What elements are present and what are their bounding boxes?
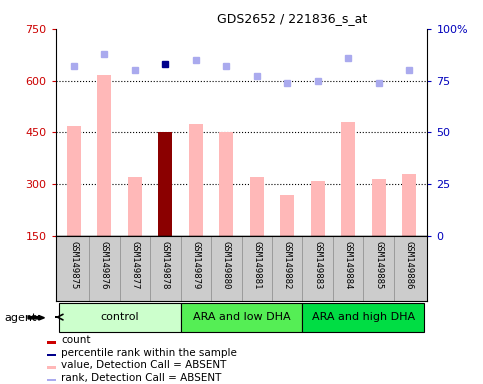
Text: GSM149882: GSM149882	[283, 242, 292, 290]
Text: GSM149885: GSM149885	[374, 242, 383, 290]
Text: value, Detection Call = ABSENT: value, Detection Call = ABSENT	[61, 360, 227, 370]
Text: GSM149881: GSM149881	[252, 242, 261, 290]
Bar	[67, 126, 81, 236]
Text: GSM149875: GSM149875	[70, 242, 78, 290]
Text: rank, Detection Call = ABSENT: rank, Detection Call = ABSENT	[61, 373, 222, 383]
Text: GSM149878: GSM149878	[161, 242, 170, 290]
Bar	[189, 124, 203, 236]
Text: agent: agent	[5, 313, 37, 323]
Bar	[302, 303, 425, 333]
Text: percentile rank within the sample: percentile rank within the sample	[61, 348, 237, 358]
Bar	[341, 122, 355, 236]
Bar	[250, 177, 264, 236]
Text: ARA and low DHA: ARA and low DHA	[193, 312, 290, 322]
Text: count: count	[61, 335, 91, 345]
Bar	[47, 379, 56, 381]
Bar	[158, 132, 172, 236]
Bar	[58, 303, 181, 333]
Bar	[47, 366, 56, 369]
Bar	[128, 177, 142, 236]
Bar	[47, 354, 56, 356]
Bar	[47, 341, 56, 344]
Text: GSM149883: GSM149883	[313, 242, 322, 290]
Text: GSM149876: GSM149876	[100, 242, 109, 290]
Text: GSM149886: GSM149886	[405, 242, 413, 290]
Text: control: control	[100, 312, 139, 322]
Text: GSM149880: GSM149880	[222, 242, 231, 290]
Bar	[372, 179, 385, 236]
Text: GSM149879: GSM149879	[191, 242, 200, 290]
Bar	[98, 75, 111, 236]
Text: GSM149884: GSM149884	[344, 242, 353, 290]
Text: ARA and high DHA: ARA and high DHA	[312, 312, 415, 322]
Bar	[311, 181, 325, 236]
Text: GDS2652 / 221836_s_at: GDS2652 / 221836_s_at	[217, 12, 368, 25]
Bar	[181, 303, 302, 333]
Bar	[280, 195, 294, 236]
Bar	[219, 132, 233, 236]
Text: GSM149877: GSM149877	[130, 242, 139, 290]
Bar	[402, 174, 416, 236]
